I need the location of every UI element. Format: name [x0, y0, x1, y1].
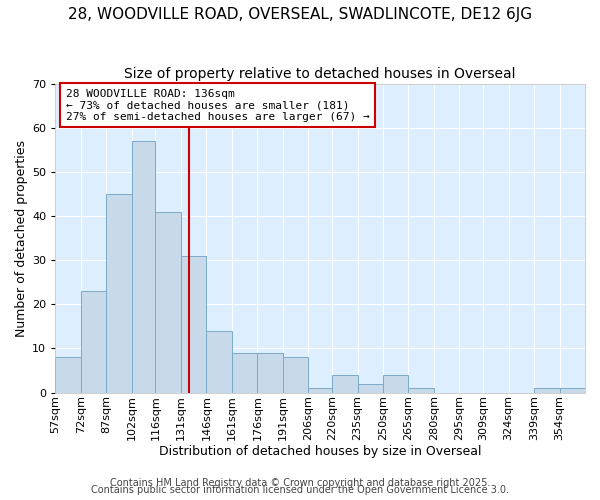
Bar: [81, 291, 106, 392]
Bar: [332, 375, 358, 392]
Bar: [560, 388, 585, 392]
Bar: [257, 353, 283, 393]
Bar: [106, 194, 132, 392]
Title: Size of property relative to detached houses in Overseal: Size of property relative to detached ho…: [124, 68, 516, 82]
Text: 28 WOODVILLE ROAD: 136sqm
← 73% of detached houses are smaller (181)
27% of semi: 28 WOODVILLE ROAD: 136sqm ← 73% of detac…: [66, 88, 370, 122]
Bar: [55, 358, 81, 392]
Bar: [534, 388, 560, 392]
Bar: [383, 375, 409, 392]
Bar: [358, 384, 383, 392]
Bar: [132, 142, 155, 392]
Text: Contains HM Land Registry data © Crown copyright and database right 2025.: Contains HM Land Registry data © Crown c…: [110, 478, 490, 488]
X-axis label: Distribution of detached houses by size in Overseal: Distribution of detached houses by size …: [159, 444, 481, 458]
Text: Contains public sector information licensed under the Open Government Licence 3.: Contains public sector information licen…: [91, 485, 509, 495]
Bar: [283, 358, 308, 392]
Bar: [155, 212, 181, 392]
Bar: [308, 388, 332, 392]
Bar: [232, 353, 257, 393]
Bar: [206, 331, 232, 392]
Bar: [181, 256, 206, 392]
Bar: [409, 388, 434, 392]
Y-axis label: Number of detached properties: Number of detached properties: [15, 140, 28, 337]
Text: 28, WOODVILLE ROAD, OVERSEAL, SWADLINCOTE, DE12 6JG: 28, WOODVILLE ROAD, OVERSEAL, SWADLINCOT…: [68, 8, 532, 22]
